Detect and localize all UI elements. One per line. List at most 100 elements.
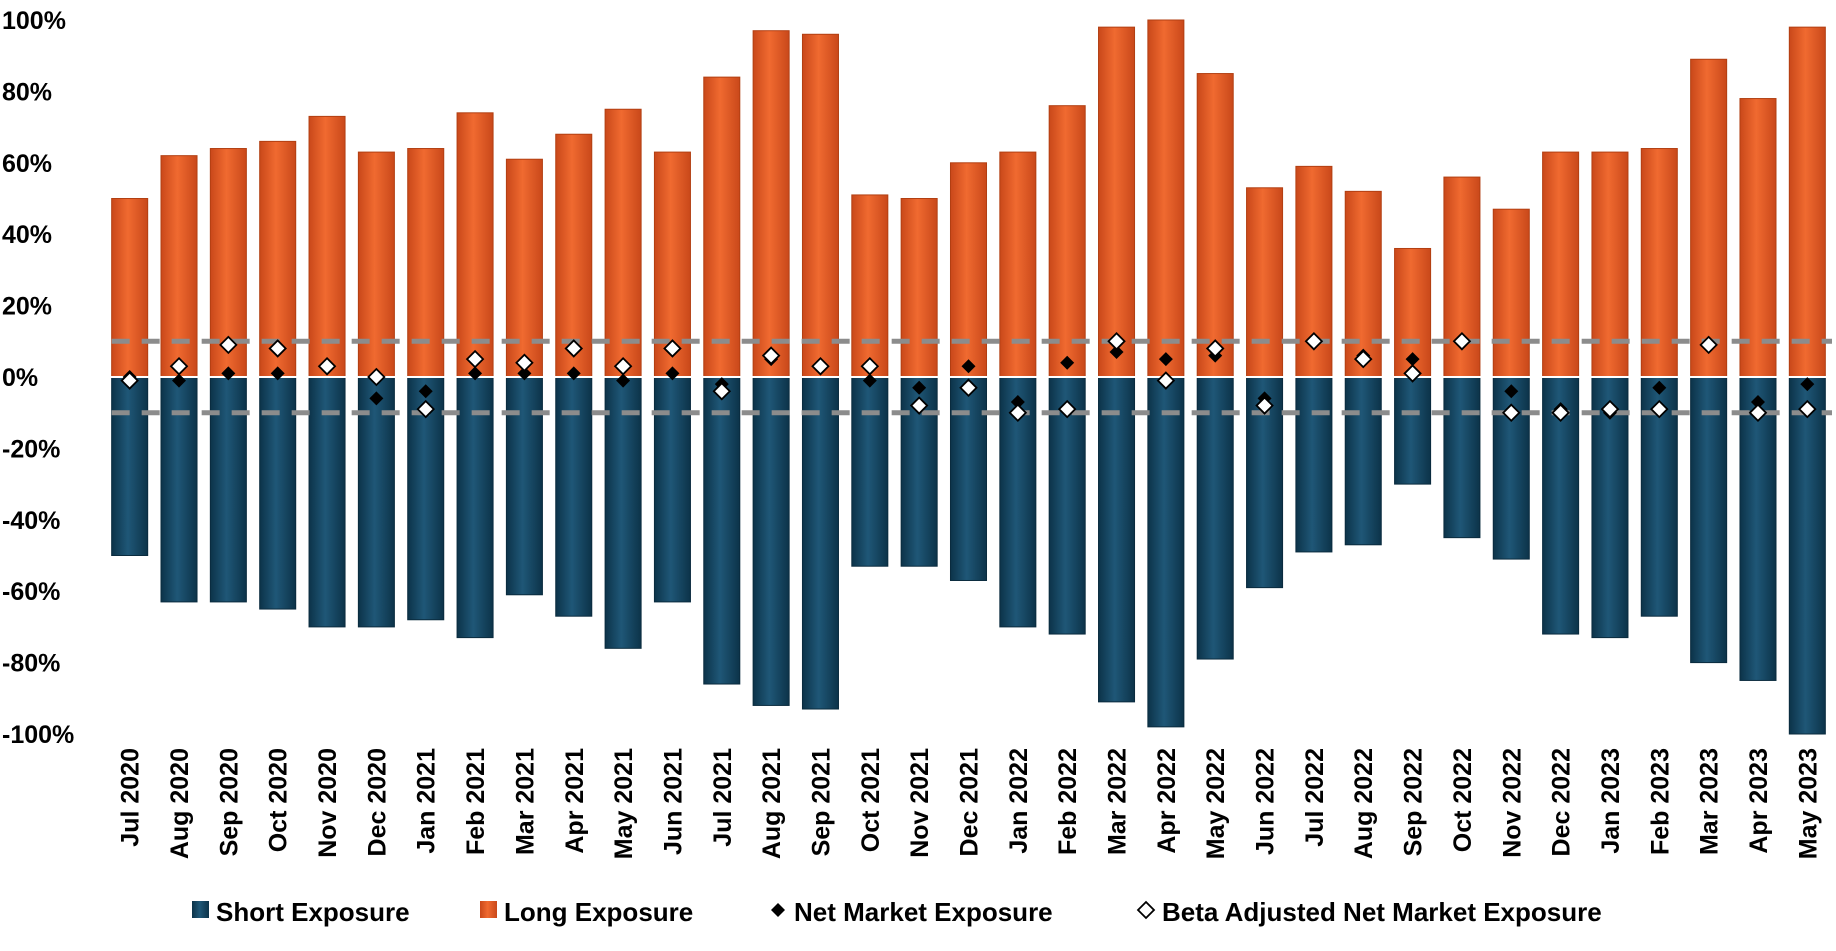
short-exposure-bar [1098, 376, 1136, 703]
beta-adjusted-exposure-marker [959, 378, 978, 397]
net-exposure-marker [1652, 380, 1667, 395]
net-exposure-marker [665, 366, 680, 381]
long-exposure-bar [851, 194, 889, 378]
x-tick-label: Feb 2023 [1646, 748, 1674, 855]
beta-adjusted-exposure-marker [1551, 403, 1570, 422]
short-exposure-bars [111, 376, 1826, 735]
short-exposure-bar [1048, 376, 1086, 635]
net-exposure-marker [1750, 394, 1765, 409]
x-tick-label: Nov 2022 [1498, 748, 1526, 858]
short-exposure-bar [111, 376, 149, 556]
x-tick-label: Jan 2021 [413, 748, 441, 854]
x-tick-label: May 2021 [610, 748, 638, 859]
short-exposure-bar [1196, 376, 1234, 660]
beta-adjusted-exposure-marker [1255, 396, 1274, 415]
beta-adjusted-exposure-marker [317, 357, 337, 376]
x-tick-label: Feb 2022 [1054, 748, 1082, 855]
short-exposure-bar [308, 376, 346, 628]
y-tick-label: 20% [2, 293, 52, 321]
beta-adjusted-exposure-marker [219, 335, 238, 355]
beta-adjusted-exposure-marker [1452, 332, 1472, 351]
beta-adjusted-exposure-marker [1353, 349, 1373, 369]
x-tick-label: Feb 2021 [462, 748, 490, 855]
beta-adjusted-exposure-marker [1748, 403, 1768, 422]
net-exposure-marker [468, 366, 483, 381]
legend-swatch [480, 901, 497, 918]
x-tick-label: Jun 2021 [659, 748, 687, 855]
long-exposure-bar [456, 112, 494, 378]
y-tick-label: -40% [2, 507, 60, 535]
short-exposure-bar [752, 376, 790, 706]
x-tick-label: May 2022 [1202, 748, 1230, 859]
long-exposure-bar [259, 140, 297, 378]
beta-adjusted-exposure-marker [1107, 332, 1126, 351]
long-exposure-bar [949, 162, 988, 378]
reference-lines [111, 338, 1832, 416]
long-exposure-bar [555, 133, 593, 378]
short-exposure-bar [604, 376, 642, 649]
long-exposure-bar [1492, 208, 1530, 378]
short-exposure-bar [1591, 376, 1629, 639]
x-tick-label: Jan 2023 [1597, 748, 1625, 854]
long-exposure-bar [111, 198, 149, 378]
x-tick-label: Mar 2022 [1104, 748, 1132, 855]
x-tick-label: May 2023 [1794, 748, 1822, 859]
y-tick-label: 40% [2, 221, 52, 249]
net-exposure-marker [1800, 377, 1815, 392]
short-exposure-bar [1690, 376, 1728, 664]
x-tick-label: Jul 2020 [117, 748, 145, 847]
x-tick-label: Oct 2022 [1449, 748, 1477, 852]
short-exposure-bar [1344, 376, 1382, 546]
x-tick-label: Aug 2022 [1350, 748, 1378, 859]
long-exposure-bars [111, 19, 1826, 378]
net-exposure-marker [1109, 345, 1124, 360]
long-exposure-bar [1048, 105, 1086, 378]
beta-adjusted-exposure-marker [1304, 332, 1324, 351]
y-tick-label: -80% [2, 650, 60, 678]
x-tick-label: Jul 2022 [1301, 748, 1329, 847]
x-tick-label: Sep 2020 [215, 748, 243, 856]
short-exposure-bar [900, 376, 938, 567]
y-tick-label: -60% [2, 578, 60, 606]
net-exposure-marker [912, 380, 927, 395]
net-exposure-marker [1158, 352, 1173, 367]
x-tick-label: Mar 2021 [511, 748, 539, 855]
y-tick-label: 80% [2, 78, 52, 106]
beta-adjusted-exposure-marker [1798, 399, 1817, 419]
short-exposure-bar [949, 376, 988, 581]
beta-adjusted-exposure-marker [909, 396, 929, 415]
beta-adjusted-exposure-marker [169, 357, 189, 376]
beta-adjusted-exposure-marker [1156, 371, 1176, 390]
y-axis-tick-labels: 100% 80% 60% 40% 20% 0% -20% -40% -60% -80% -100% [2, 7, 74, 749]
long-exposure-bar [1739, 98, 1777, 378]
short-exposure-bar [851, 376, 889, 567]
short-exposure-bar [1443, 376, 1481, 539]
net-exposure-marker [1060, 355, 1075, 370]
long-exposure-bar [505, 158, 543, 378]
short-exposure-bar [1394, 376, 1432, 485]
legend-label: Short Exposure [216, 897, 410, 927]
beta-adjusted-net-exposure-markers [120, 332, 1817, 422]
long-exposure-bar [703, 76, 741, 378]
beta-adjusted-exposure-marker [1501, 403, 1521, 422]
beta-adjusted-exposure-marker [564, 339, 584, 358]
legend-swatch [771, 903, 785, 917]
beta-adjusted-exposure-marker [860, 357, 880, 376]
x-tick-label: Dec 2021 [956, 748, 984, 857]
beta-adjusted-exposure-marker [515, 353, 534, 372]
beta-adjusted-exposure-marker [613, 357, 633, 376]
net-exposure-marker [1405, 352, 1420, 367]
beta-adjusted-exposure-marker [1403, 364, 1422, 383]
short-exposure-bar [1295, 376, 1333, 553]
long-exposure-bar [752, 30, 790, 378]
long-exposure-bar [801, 33, 839, 378]
long-exposure-bar [1690, 58, 1728, 378]
legend-swatch [192, 901, 209, 918]
short-exposure-bar [456, 376, 494, 639]
x-tick-label: Oct 2021 [857, 748, 885, 852]
legend-label: Beta Adjusted Net Market Exposure [1162, 897, 1602, 927]
x-tick-label: Apr 2022 [1153, 748, 1181, 854]
beta-adjusted-exposure-marker [811, 357, 830, 376]
